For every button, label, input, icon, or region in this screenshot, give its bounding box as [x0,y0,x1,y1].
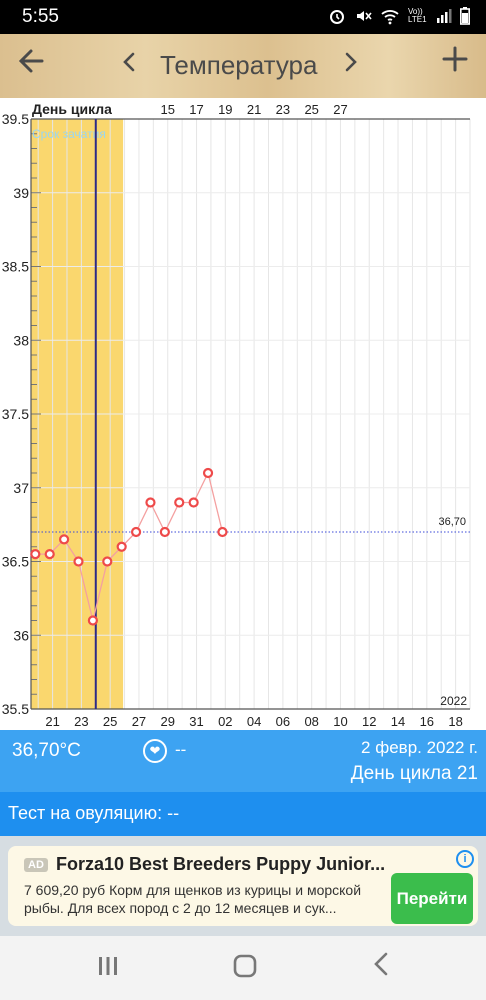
next-chevron-icon[interactable] [344,50,358,81]
nav-back-icon[interactable] [372,950,390,985]
bottom-tick-label: 14 [391,714,405,729]
bottom-tick-label: 02 [218,714,232,729]
bottom-tick-label: 06 [276,714,290,729]
top-tick-label: 15 [161,102,175,117]
bottom-tick-label: 12 [362,714,376,729]
temperature-point[interactable] [87,615,98,626]
alarm-icon [330,10,344,24]
status-bar: 5:55 Vo)) LTE1 [0,0,486,34]
ad-tag: AD [24,858,48,872]
ad-card[interactable]: AD Forza10 Best Breeders Puppy Junior...… [8,846,478,926]
y-tick-label: 38.5 [2,259,29,275]
mute-icon [357,11,372,21]
cycle-day-header: День цикла [32,101,112,117]
temperature-point[interactable] [30,549,41,560]
top-tick-label: 21 [247,102,261,117]
signal-icon [437,9,452,23]
temperature-point[interactable] [145,497,156,508]
temperature-chart[interactable]: 35.5 36 36.5 37 37.5 38 38.5 39 39.5 День цикла 15… [0,98,486,730]
bottom-tick-label: 04 [247,714,261,729]
y-tick-label: 36.5 [2,554,29,570]
wifi-icon [381,10,399,25]
top-tick-label: 19 [218,102,232,117]
bottom-tick-label: 25 [103,714,117,729]
ad-description: 7 609,20 руб Корм для щенков из курицы и… [24,882,362,916]
bottom-tick-label: 18 [448,714,462,729]
previous-chevron-icon[interactable] [122,50,136,81]
status-icons: Vo)) LTE1 [328,7,470,25]
navigation-bar [0,936,486,1000]
bottom-tick-label: 29 [161,714,175,729]
heart-value: -- [175,740,187,759]
network-label: Vo)) LTE1 [408,7,427,24]
bottom-tick-label: 23 [74,714,88,729]
cycle-day: День цикла 21 [350,763,478,784]
bottom-tick-label: 08 [304,714,318,729]
temperature-point[interactable] [174,497,185,508]
y-tick-label: 36 [13,627,29,643]
y-tick-label: 38 [13,332,29,348]
ovulation-test-bar[interactable]: Тест на овуляцию: -- [0,792,486,836]
ad-go-button[interactable]: Перейти [391,873,473,924]
info-bar: 36,70°C ❤ -- 2 февр. 2022 г. День цикла … [0,730,486,792]
temperature-point[interactable] [188,497,199,508]
top-tick-label: 17 [189,102,203,117]
y-tick-label: 39.5 [2,111,29,127]
app-bar: Температура [0,34,486,98]
y-tick-label: 39 [13,185,29,201]
y-tick-label: 35.5 [2,701,29,717]
temperature-point[interactable] [73,556,84,567]
ad-info-icon[interactable]: i [456,850,474,868]
top-tick-label: 27 [333,102,347,117]
ad-banner: AD Forza10 Best Breeders Puppy Junior...… [0,836,486,936]
bottom-tick-label: 16 [420,714,434,729]
ovulation-test-text: Тест на овуляцию: -- [8,803,180,823]
fertile-window-label: Срок зачатия [32,127,106,141]
bottom-tick-label: 10 [333,714,347,729]
selected-date: 2 февр. 2022 г. [361,738,478,757]
add-plus-icon[interactable] [442,44,468,83]
top-tick-label: 25 [304,102,318,117]
temperature-point[interactable] [102,556,113,567]
top-tick-label: 23 [276,102,290,117]
heart-icon[interactable]: ❤ [143,739,167,763]
page-title: Температура [160,50,318,80]
ad-title[interactable]: Forza10 Best Breeders Puppy Junior... [56,854,386,874]
cover-line-label: 36,70 [438,516,466,528]
status-time: 5:55 [22,6,59,27]
battery-icon [460,7,470,25]
bottom-tick-label: 31 [189,714,203,729]
temperature-point[interactable] [116,541,127,552]
back-arrow-icon[interactable] [18,46,44,84]
temperature-point[interactable] [217,526,228,538]
temperature-point[interactable] [44,549,55,560]
home-icon[interactable] [233,954,257,985]
recents-icon[interactable] [96,954,120,985]
y-tick-label: 37.5 [2,406,29,422]
y-tick-label: 37 [13,480,29,496]
temperature-point[interactable] [130,526,142,538]
temperature-point[interactable] [202,467,214,479]
current-temperature: 36,70°C [12,740,81,761]
year-label: 2022 [440,694,467,708]
temperature-point[interactable] [159,526,170,538]
bottom-tick-label: 27 [132,714,146,729]
temperature-point[interactable] [59,534,70,545]
bottom-tick-label: 21 [45,714,59,729]
